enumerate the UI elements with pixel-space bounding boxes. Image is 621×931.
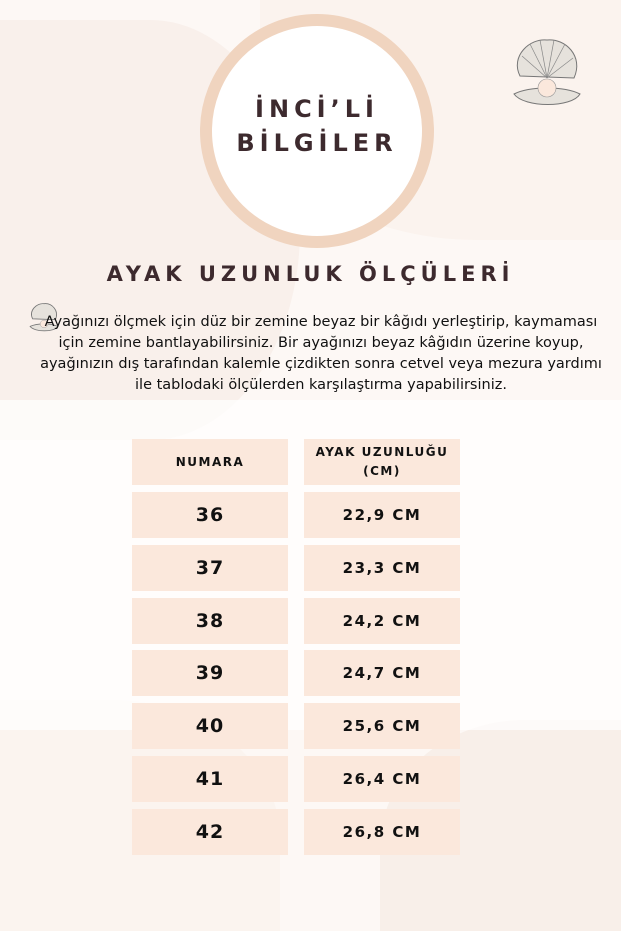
length-cell: 23,3 CM <box>304 544 460 591</box>
length-cell: 24,2 CM <box>304 597 460 644</box>
badge-line-1: İNCİ’Lİ <box>255 95 379 123</box>
length-cell: 22,9 CM <box>304 492 460 538</box>
length-cell: 24,7 CM <box>304 650 460 697</box>
badge-line-2: BİLGİLER <box>236 129 398 157</box>
instructions-text: Ayağınızı ölçmek için düz bir zemine bey… <box>40 314 602 393</box>
size-cell: 36 <box>132 492 288 538</box>
page-title: AYAK UZUNLUK ÖLÇÜLERİ <box>106 262 515 286</box>
length-cell: 26,4 CM <box>304 756 460 802</box>
size-cell: 42 <box>132 808 288 855</box>
pearl-shell-icon <box>513 39 581 105</box>
pearl-shell-icon <box>29 303 59 332</box>
header-size: NUMARA <box>132 439 288 485</box>
length-cell: 26,8 CM <box>304 808 460 855</box>
size-cell: 39 <box>132 650 288 697</box>
size-cell: 40 <box>132 703 288 750</box>
size-cell: 41 <box>132 756 288 802</box>
size-cell: 38 <box>132 597 288 644</box>
badge-text: İNCİ’Lİ BİLGİLER <box>200 92 434 160</box>
header-foot-length: AYAK UZUNLUĞU (CM) <box>304 439 460 485</box>
size-cell: 37 <box>132 544 288 591</box>
length-cell: 25,6 CM <box>304 703 460 750</box>
